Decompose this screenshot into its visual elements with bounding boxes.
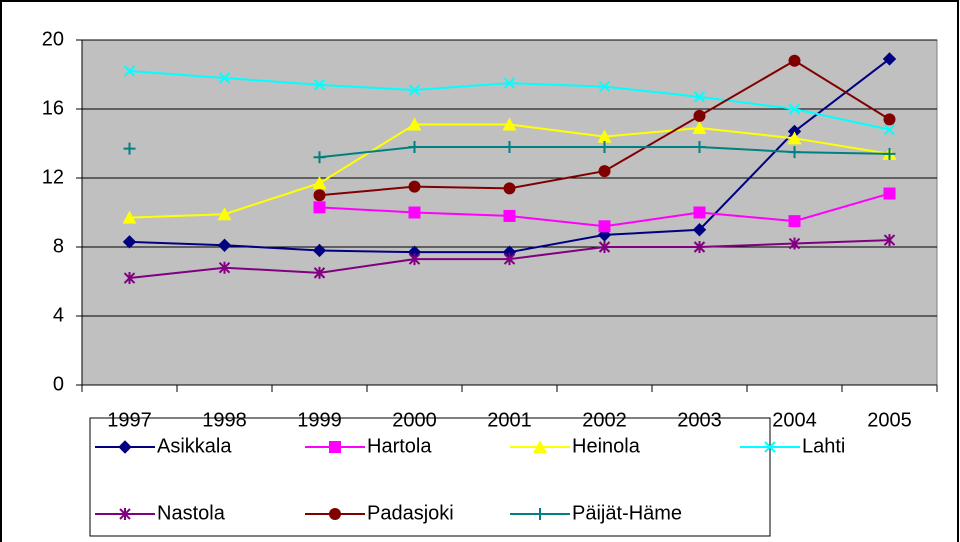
legend-marker — [329, 441, 341, 453]
marker — [313, 79, 326, 91]
marker — [313, 201, 326, 214]
marker — [123, 65, 136, 77]
marker — [123, 142, 136, 155]
marker — [218, 72, 231, 84]
marker — [312, 176, 327, 190]
x-tick-label: 2003 — [677, 409, 722, 431]
y-tick-label: 8 — [53, 235, 64, 257]
legend-label: Padasjoki — [367, 502, 454, 524]
marker — [693, 140, 706, 153]
x-tick-label: 1999 — [297, 409, 342, 431]
marker — [312, 243, 327, 258]
y-tick-label: 0 — [53, 373, 64, 395]
marker — [313, 266, 326, 279]
marker — [217, 207, 232, 221]
legend-marker — [119, 508, 131, 520]
legend-label: Asikkala — [157, 435, 232, 457]
marker — [598, 140, 611, 153]
y-tick-label: 20 — [42, 28, 64, 50]
legend-marker — [533, 440, 547, 453]
legend-marker — [118, 440, 132, 454]
marker — [313, 151, 326, 164]
y-tick-label: 16 — [42, 97, 64, 119]
marker — [408, 84, 421, 96]
marker — [408, 253, 421, 266]
x-tick-label: 2000 — [392, 409, 437, 431]
marker — [407, 117, 422, 131]
y-tick-label: 12 — [42, 166, 64, 188]
marker — [788, 103, 801, 115]
legend-label: Päijät-Häme — [572, 502, 682, 524]
x-tick-label: 2005 — [867, 409, 912, 431]
marker — [502, 117, 517, 131]
x-tick-label: 2004 — [772, 409, 817, 431]
marker — [692, 120, 707, 134]
marker — [693, 206, 706, 219]
marker — [883, 113, 896, 126]
marker — [883, 234, 896, 247]
marker — [598, 220, 611, 233]
legend-marker — [534, 508, 546, 520]
marker — [408, 140, 421, 153]
legend-marker — [764, 441, 776, 453]
marker — [313, 189, 326, 202]
x-tick-label: 1997 — [107, 409, 152, 431]
marker — [788, 146, 801, 159]
legend-label: Hartola — [367, 435, 432, 457]
marker — [693, 109, 706, 122]
legend-label: Nastola — [157, 502, 226, 524]
marker — [503, 140, 516, 153]
marker — [883, 147, 896, 160]
marker — [788, 54, 801, 67]
legend-label: Lahti — [802, 435, 845, 457]
marker — [598, 241, 611, 253]
marker — [693, 241, 706, 253]
marker — [503, 209, 516, 222]
legend-label: Heinola — [572, 435, 641, 457]
marker — [597, 129, 612, 143]
marker — [598, 165, 611, 178]
marker — [217, 238, 232, 252]
legend-box — [89, 417, 771, 537]
marker — [408, 206, 421, 219]
marker — [788, 215, 801, 228]
marker — [788, 237, 801, 250]
marker — [122, 210, 137, 224]
marker — [503, 77, 516, 89]
y-tick-label: 4 — [53, 304, 64, 326]
marker — [408, 180, 421, 193]
marker — [692, 223, 707, 237]
legend-marker — [329, 508, 341, 520]
x-tick-label: 2001 — [487, 409, 532, 431]
marker — [123, 272, 136, 285]
marker — [693, 91, 706, 103]
x-tick-label: 1998 — [202, 409, 247, 431]
marker — [883, 123, 896, 136]
marker — [503, 253, 516, 266]
marker — [503, 182, 516, 195]
marker — [882, 52, 897, 66]
x-tick-label: 2002 — [582, 409, 627, 431]
marker — [598, 80, 611, 93]
marker — [122, 235, 137, 249]
marker — [883, 187, 896, 200]
marker — [218, 261, 231, 274]
marker — [787, 131, 802, 145]
